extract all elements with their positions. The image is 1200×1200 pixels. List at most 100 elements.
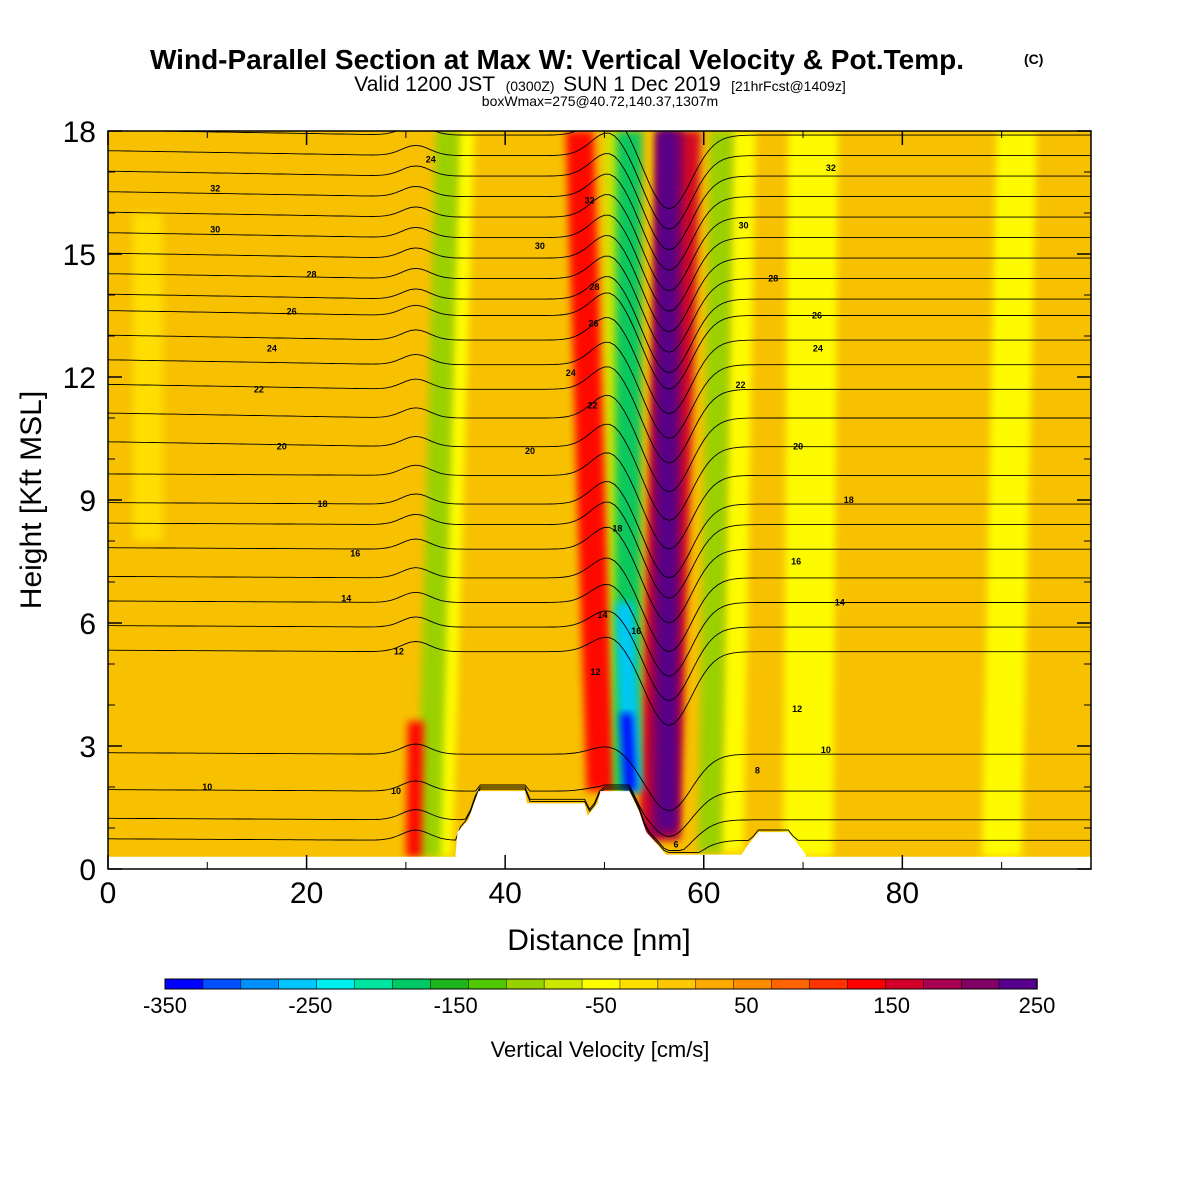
- colorbar-tick-label: -350: [143, 993, 187, 1018]
- isentrope-line: [108, 786, 1091, 851]
- colorbar-swatch: [240, 978, 280, 990]
- colorbar-tick-label: -250: [288, 993, 332, 1018]
- valid-line: Valid 1200 JST (0300Z) SUN 1 Dec 2019 [2…: [354, 73, 845, 96]
- isentrope-labels: 24 32 30 28 26 24 22 20 18 16 14 12 10 10 32 30 28 26 24 22…: [202, 155, 853, 850]
- plot-area: 24 32 30 28 26 24 22 20 18 16 14 12 10 10 32 30 28 26 24 22…: [108, 131, 1091, 869]
- x-tick-label: 80: [886, 877, 919, 910]
- colorbar-swatch: [998, 978, 1038, 990]
- colorbar-tick-label: -50: [585, 993, 617, 1018]
- y-axis: 0 3 6 9 12 15 18: [63, 116, 1091, 887]
- colorbar-tick-label: 150: [873, 993, 910, 1018]
- colorbar-swatch: [960, 978, 1000, 990]
- velocity-band: [132, 213, 163, 541]
- isentrope-line: [108, 173, 1091, 271]
- isentrope-label: 16: [631, 626, 641, 636]
- colorbar-swatch: [354, 978, 394, 990]
- velocity-band: [565, 131, 615, 792]
- colorbar-swatch: [695, 978, 735, 990]
- isentrope-label: 20: [525, 446, 535, 456]
- isentrope-label: 32: [585, 196, 595, 206]
- isentrope-line: [108, 452, 1091, 550]
- isentrope-label: 16: [350, 548, 360, 558]
- isentrope-line: [108, 780, 1091, 838]
- isentrope-line: [108, 610, 1091, 702]
- isentrope-label: 6: [673, 839, 678, 849]
- isentrope-line: [108, 636, 1091, 726]
- isentrope-label: 10: [391, 786, 401, 796]
- isentrope-line: [108, 481, 1091, 579]
- colorbar-swatch: [202, 978, 242, 990]
- isentrope-label: 10: [821, 745, 831, 755]
- isentrope-line: [108, 214, 1091, 312]
- terrain-mask: [108, 791, 1091, 869]
- x-tick-label: 0: [100, 877, 117, 910]
- isentrope-label: 12: [394, 647, 404, 657]
- isentrope-label: 24: [267, 343, 277, 353]
- isentrope-line: [108, 235, 1091, 333]
- colorbar-swatch: [885, 978, 925, 990]
- isentrope-line: [130, 131, 1091, 210]
- isentrope-label: 22: [254, 384, 264, 394]
- isentrope-label: 30: [738, 220, 748, 230]
- colorbar-swatch: [619, 978, 659, 990]
- isentrope-line: [108, 132, 1091, 230]
- velocity-band: [981, 131, 1037, 857]
- velocity-band: [405, 721, 424, 857]
- isentrope-label: 24: [426, 155, 436, 165]
- y-tick-label: 6: [79, 608, 96, 641]
- isentrope-label: 22: [588, 401, 598, 411]
- x-axis-label: Distance [nm]: [507, 924, 690, 957]
- velocity-band: [615, 602, 642, 792]
- colorbar-swatch: [430, 978, 470, 990]
- colorbar-swatch: [505, 978, 545, 990]
- isentrope-label: 26: [812, 311, 822, 321]
- colorbar-swatch: [164, 978, 204, 990]
- colorbar-swatch: [733, 978, 773, 990]
- isentrope-label: 16: [791, 557, 801, 567]
- y-tick-label: 0: [79, 854, 96, 887]
- box-info: boxWmax=275@40.72,140.37,1307m: [482, 93, 718, 109]
- colorbar-swatch: [316, 978, 356, 990]
- isentrope-label: 14: [835, 598, 845, 608]
- isentrope-line: [108, 317, 1091, 415]
- colorbar-label: Vertical Velocity [cm/s]: [491, 1037, 710, 1062]
- colorbar-swatch: [581, 978, 621, 990]
- isentrope-line: [108, 255, 1091, 353]
- isentrope-line: [108, 153, 1091, 251]
- isentrope-label: 12: [591, 667, 601, 677]
- isentrope-label: 26: [287, 306, 297, 316]
- colorbar: -350 -250 -150 -50 50 150 250: [143, 978, 1055, 1018]
- isentrope-line: [108, 276, 1091, 374]
- isentrope-label: 24: [566, 368, 576, 378]
- valid-z: (0300Z): [506, 78, 555, 94]
- isentrope-label: 30: [535, 241, 545, 251]
- isentrope-label: 22: [735, 380, 745, 390]
- isentrope-label: 32: [210, 183, 220, 193]
- y-tick-label: 18: [63, 116, 96, 149]
- isentrope-line: [108, 584, 1091, 677]
- isentrope-label: 32: [826, 163, 836, 173]
- isentrope-label: 12: [792, 704, 802, 714]
- isentrope-label: 8: [755, 766, 760, 776]
- isentrope-label: 28: [590, 282, 600, 292]
- isentrope-label: 14: [597, 610, 607, 620]
- colorbar-swatch: [543, 978, 583, 990]
- isentrope-line: [108, 292, 1091, 390]
- isentrope-label: 28: [768, 274, 778, 284]
- y-tick-label: 12: [63, 362, 96, 395]
- valid-prefix: Valid 1200 JST: [354, 73, 495, 96]
- colorbar-swatch: [809, 978, 849, 990]
- isentrope-label: 18: [612, 524, 622, 534]
- isentrope-line: [108, 501, 1091, 599]
- colorbar-swatch: [392, 978, 432, 990]
- y-tick-label: 3: [79, 731, 96, 764]
- y-tick-label: 9: [79, 485, 96, 518]
- isentrope-line: [108, 395, 1091, 493]
- isentrope-line: [108, 557, 1091, 653]
- isentropes: [108, 131, 1091, 854]
- chart-title: Wind-Parallel Section at Max W: Vertical…: [150, 44, 964, 75]
- x-tick-label: 40: [488, 877, 521, 910]
- velocity-band: [416, 131, 460, 857]
- isentrope-line: [108, 743, 1091, 812]
- velocity-band: [783, 131, 838, 857]
